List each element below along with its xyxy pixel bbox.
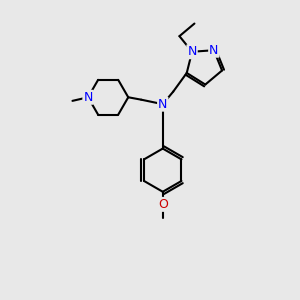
Text: O: O — [158, 198, 168, 211]
Text: N: N — [188, 45, 197, 58]
Text: N: N — [83, 91, 93, 104]
Text: N: N — [158, 98, 167, 111]
Text: N: N — [209, 44, 218, 57]
